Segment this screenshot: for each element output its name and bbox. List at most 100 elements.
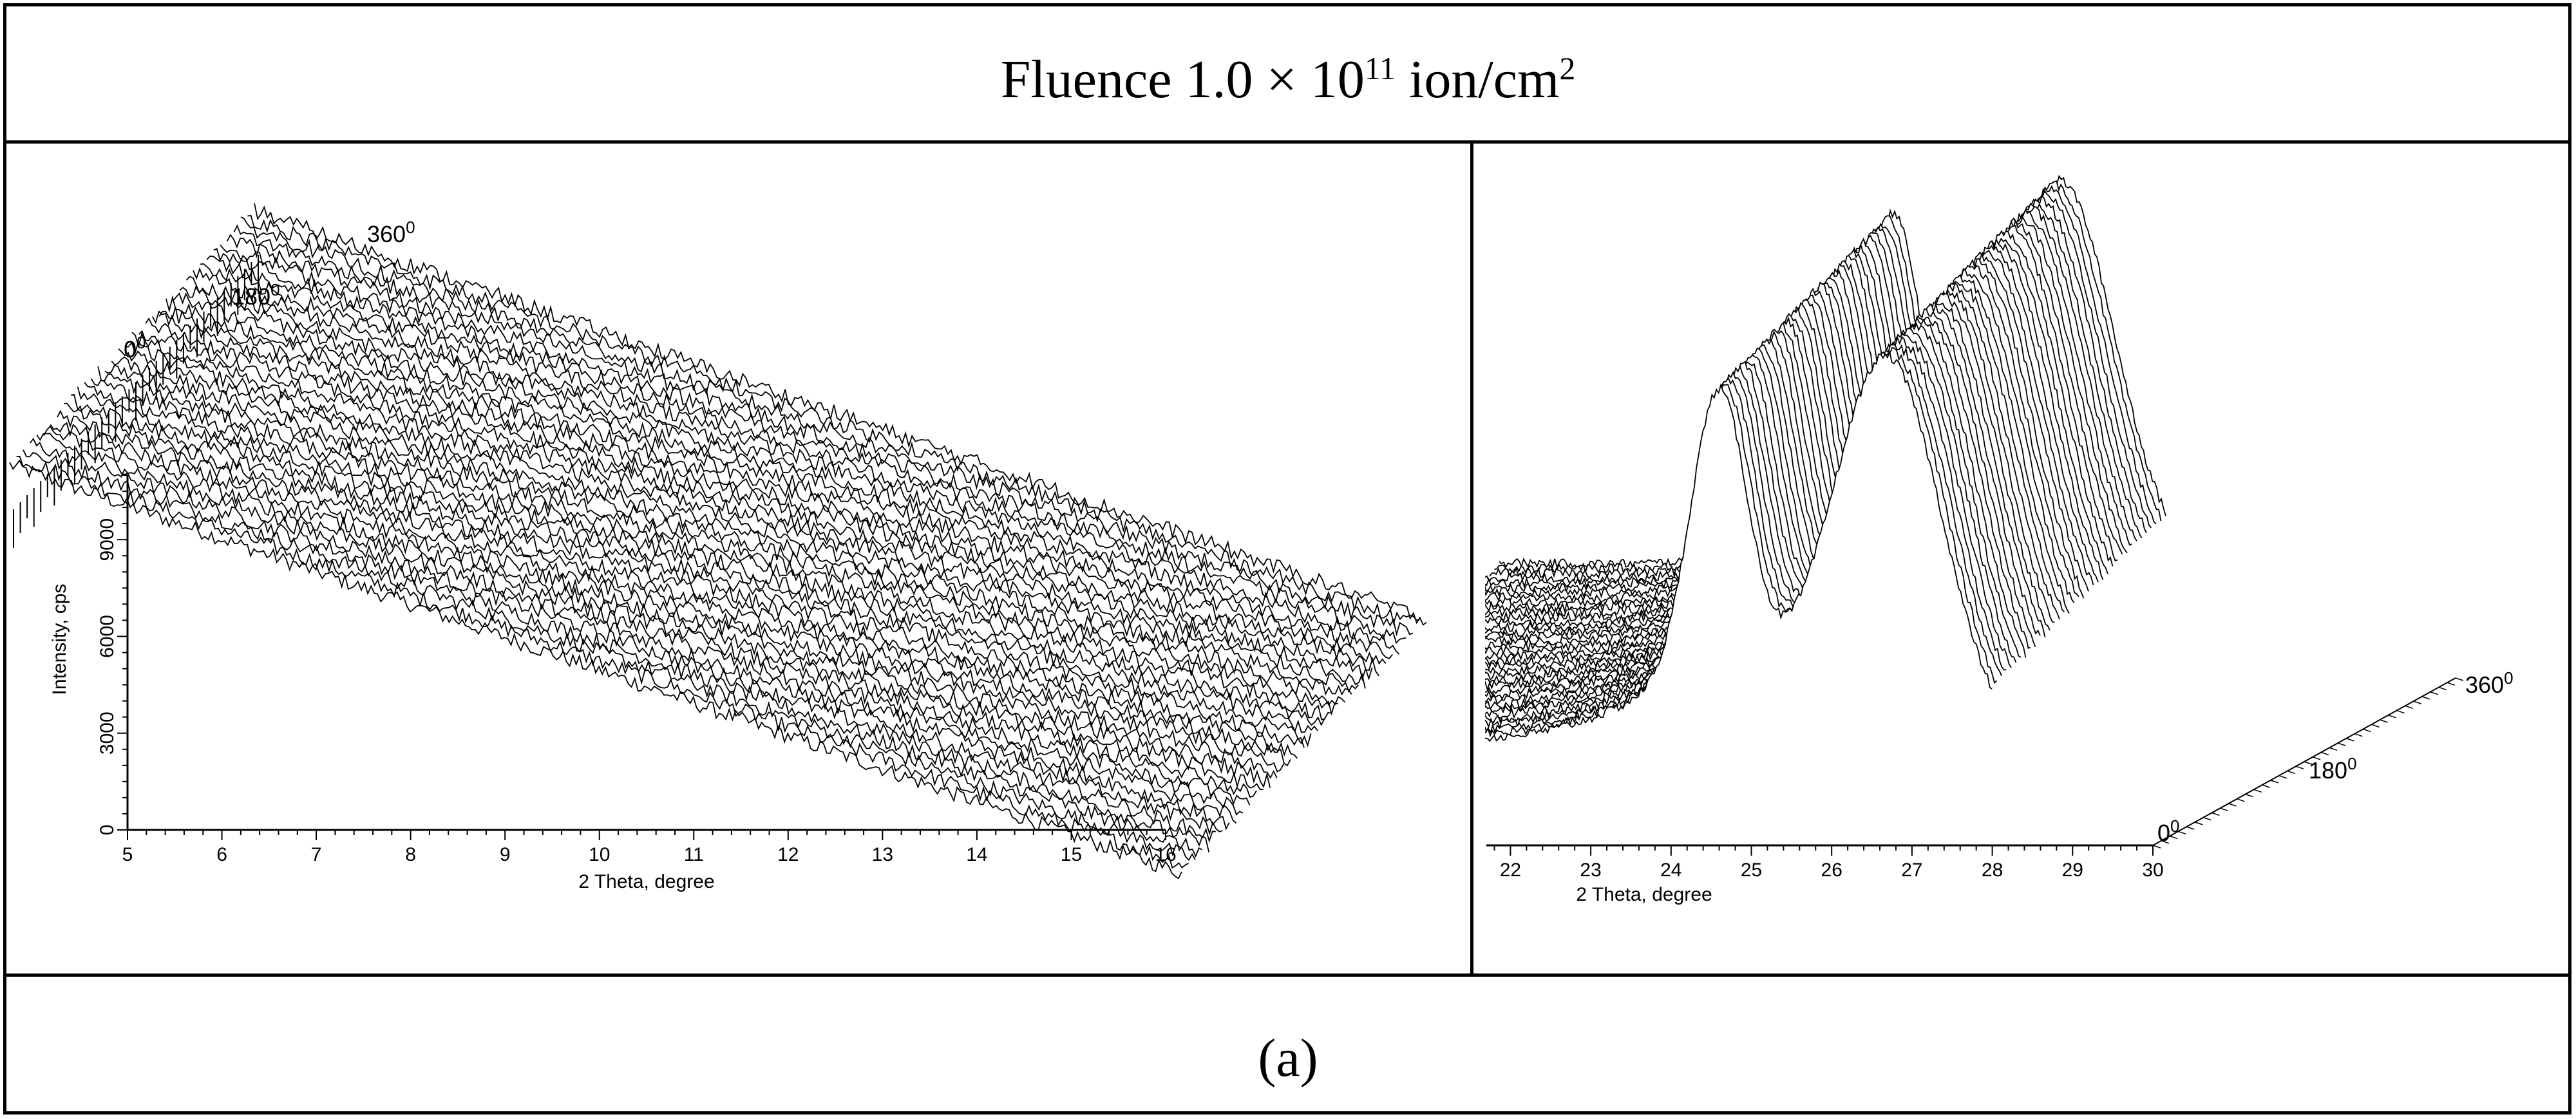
angle-label-0: 00 [124, 333, 146, 362]
angle-label-0-unit: 0 [137, 333, 146, 352]
x-tick-label: 5 [122, 844, 133, 865]
angle-label-180: 1800 [2309, 754, 2357, 784]
trace-fill [1473, 352, 1992, 804]
angle-tick [2245, 793, 2253, 798]
angle-tick [2161, 840, 2170, 844]
trace-line [9, 459, 1182, 879]
trace-line [57, 409, 1230, 831]
trace-line [213, 248, 1387, 665]
trace-line [165, 295, 1339, 716]
x-tick-label: 10 [589, 844, 610, 865]
x-tick-label: 15 [1061, 844, 1082, 865]
angle-tick [2177, 831, 2186, 835]
angle-tick [2312, 757, 2321, 760]
angle-tick [2220, 807, 2228, 811]
angle-label-0-unit: 0 [2170, 816, 2179, 836]
x-tick-label: 27 [1901, 860, 1922, 881]
x-axis-title: 2 Theta, degree [1576, 884, 1712, 905]
trace-line [145, 317, 1318, 733]
x-tick-label: 9 [500, 844, 511, 865]
trace-line [50, 422, 1223, 836]
angle-tick [2169, 835, 2178, 840]
trace-line [118, 348, 1291, 767]
angle-label-180-unit: 0 [270, 280, 279, 299]
trace-line [138, 330, 1312, 748]
angle-tick [2304, 761, 2313, 765]
trace-line [254, 203, 1427, 626]
trace-line [1473, 350, 1993, 743]
trace-line [185, 276, 1359, 693]
trace-line [227, 234, 1400, 655]
angle-tick [2203, 816, 2211, 821]
angle-tick [2337, 742, 2346, 746]
angle-label-0-value: 0 [2157, 820, 2170, 846]
x-tick-label: 24 [1660, 860, 1681, 881]
trace-line [220, 245, 1393, 659]
x-tick-label: 14 [966, 844, 987, 865]
angle-tick [2270, 780, 2279, 784]
caption-divider [3, 973, 2571, 977]
trace-line [36, 433, 1210, 853]
y-tick-label: 3000 [97, 711, 118, 755]
y-tick-label: 6000 [97, 615, 118, 658]
angle-tick [2195, 822, 2203, 825]
trace-line [172, 292, 1345, 706]
y-axis-title: Intensity, cps [49, 584, 70, 695]
figure-title: Fluence 1.0 × 1011 ion/cm2 [0, 48, 2576, 111]
trace-line [158, 307, 1332, 721]
angle-tick [2388, 715, 2396, 719]
angle-tick [2413, 701, 2421, 704]
x-tick-label: 25 [1741, 860, 1762, 881]
trace-line [43, 425, 1216, 843]
angle-tick [2380, 719, 2388, 723]
angle-label-360-unit: 0 [2504, 668, 2513, 688]
angle-label-0-value: 0 [124, 336, 137, 362]
trace-line [64, 402, 1237, 824]
trace-line [97, 366, 1271, 789]
angle-tick [2278, 775, 2287, 779]
angle-tick [2405, 705, 2413, 710]
x-tick-label: 29 [2062, 860, 2083, 881]
x-tick-label: 11 [684, 844, 704, 865]
left-mask [1473, 144, 1485, 973]
trace-line [111, 356, 1285, 773]
trace-line [104, 364, 1278, 779]
angle-tick [2237, 798, 2245, 802]
angle-label-180-value: 180 [232, 283, 270, 310]
y-tick-label: 9000 [97, 518, 118, 561]
angle-label-360-unit: 0 [406, 218, 415, 237]
angle-tick [2186, 826, 2195, 830]
trace-group [1473, 174, 2166, 804]
x-tick-label: 12 [777, 844, 799, 865]
trace-line [240, 216, 1414, 637]
trace-line [125, 341, 1298, 759]
title-suffix: ion/cm [1396, 50, 1560, 109]
title-prefix: Fluence 1.0 × 10 [1000, 50, 1365, 109]
angle-tick [2211, 812, 2220, 816]
x-tick-label: 7 [311, 844, 322, 865]
angle-tick [2320, 751, 2329, 756]
trace-line [23, 449, 1196, 861]
angle-tick [2262, 784, 2270, 788]
angle-tick [2363, 728, 2371, 733]
angle-tick [2329, 747, 2338, 751]
figure-caption: (a) [1258, 1028, 1318, 1088]
angle-label-360-value: 360 [2465, 672, 2504, 698]
panel-divider [1470, 140, 1473, 977]
angle-label-0: 00 [2157, 816, 2180, 846]
angle-label-180-value: 180 [2309, 757, 2347, 784]
angle-tick [2354, 733, 2363, 737]
x-tick-label: 8 [405, 844, 416, 865]
angle-tick [2438, 686, 2447, 691]
angle-tick [2152, 845, 2161, 849]
angle-tick [2421, 696, 2430, 700]
angle-tick [2287, 770, 2296, 775]
trace-line [151, 310, 1325, 727]
title-unit-power: 2 [1559, 50, 1576, 86]
trace-line [84, 382, 1257, 798]
trace-line [70, 393, 1244, 816]
angle-label-360-value: 360 [367, 221, 406, 247]
angle-tick [2371, 724, 2380, 728]
trace-group [9, 203, 1427, 879]
angle-tick [2430, 691, 2439, 695]
